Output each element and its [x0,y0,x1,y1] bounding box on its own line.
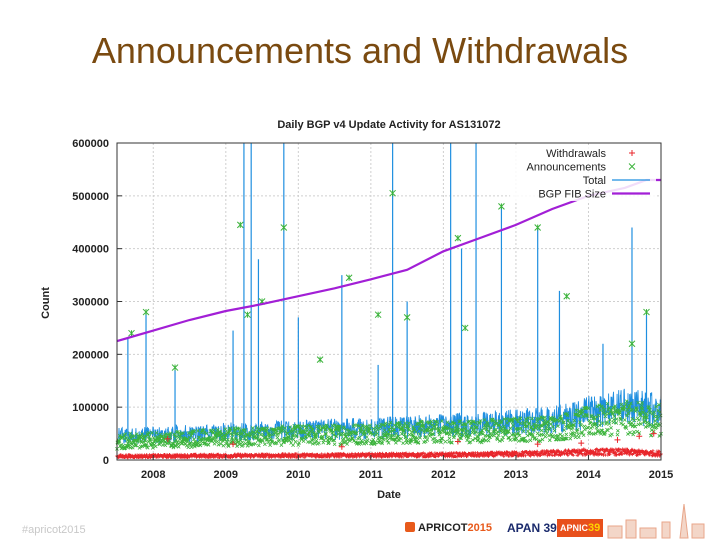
spike-point [461,324,469,332]
spike-point [454,234,462,242]
spike-point [614,436,621,443]
spike-point [578,440,585,447]
spike-point [280,224,288,231]
spike-point [236,221,244,229]
y-tick-label: 200000 [72,349,109,361]
series-announcements [115,189,663,451]
spike-point [164,435,171,442]
spike-point [142,308,150,316]
apnic-logo-name: APNIC [560,523,589,533]
points-cloud [115,447,663,460]
legend-label: Withdrawals [546,148,606,160]
spike-point [534,224,542,231]
spike-point [374,311,382,319]
x-tick-label: 2012 [431,469,455,481]
x-tick-label: 2014 [576,469,601,481]
legend-label: Announcements [527,162,607,174]
x-tick-label: 2009 [214,469,238,481]
x-axis-label: Date [377,489,401,501]
y-tick-label: 0 [103,455,109,467]
y-tick-label: 600000 [72,138,109,150]
spike-point [171,364,179,371]
apricot-logo-name: APRICOT [418,522,468,534]
spike-point [534,441,541,448]
footer-hashtag: #apricot2015 [22,524,86,536]
legend-label: BGP FIB Size [538,189,606,201]
slide-title: Announcements and Withdrawals [91,30,629,71]
spike-point [403,313,411,321]
spike-point [454,438,461,445]
y-tick-label: 100000 [72,402,109,414]
spike-point [345,274,353,282]
spike-point [316,356,324,363]
y-axis-label: Count [40,287,52,319]
series-bgp-fib-size [116,178,661,343]
fib-size-line [116,178,661,343]
spike-point [563,292,571,300]
spike-point [244,311,251,319]
spike-point [636,433,643,440]
spike-point [650,430,657,437]
legend-label: Total [583,175,606,187]
x-tick-label: 2008 [141,469,165,481]
x-tick-label: 2010 [286,469,310,481]
apricot-logo: APRICOT2015 [405,519,492,537]
apricot-logo-year: 2015 [467,522,492,534]
chart-title: Daily BGP v4 Update Activity for AS13107… [277,119,500,131]
city-skyline-icon [607,503,705,539]
apnic-logo: APNIC39 [557,519,604,537]
spike-point [498,203,505,210]
y-tick-label: 300000 [72,297,109,309]
spike-point [628,340,636,348]
legend-marker-cross [628,163,636,170]
apan-logo: APAN 39 [507,521,557,535]
x-tick-label: 2011 [359,469,383,481]
spike-point [389,189,396,197]
spike-point [230,441,237,448]
apnic-logo-num: 39 [588,522,601,534]
x-tick-label: 2013 [504,469,528,481]
apricot-mark-icon [405,522,415,532]
spike-point [643,308,650,316]
chart-ticks: 2008 2009 2010 2011 2012 2013 2014 2015 0 100000 2… [72,138,673,481]
spike-point [338,443,345,450]
chart-series-layer [115,143,663,460]
y-tick-label: 400000 [72,244,109,256]
y-tick-label: 500000 [72,191,109,203]
x-tick-label: 2015 [649,469,673,481]
legend-marker-plus [629,150,635,156]
